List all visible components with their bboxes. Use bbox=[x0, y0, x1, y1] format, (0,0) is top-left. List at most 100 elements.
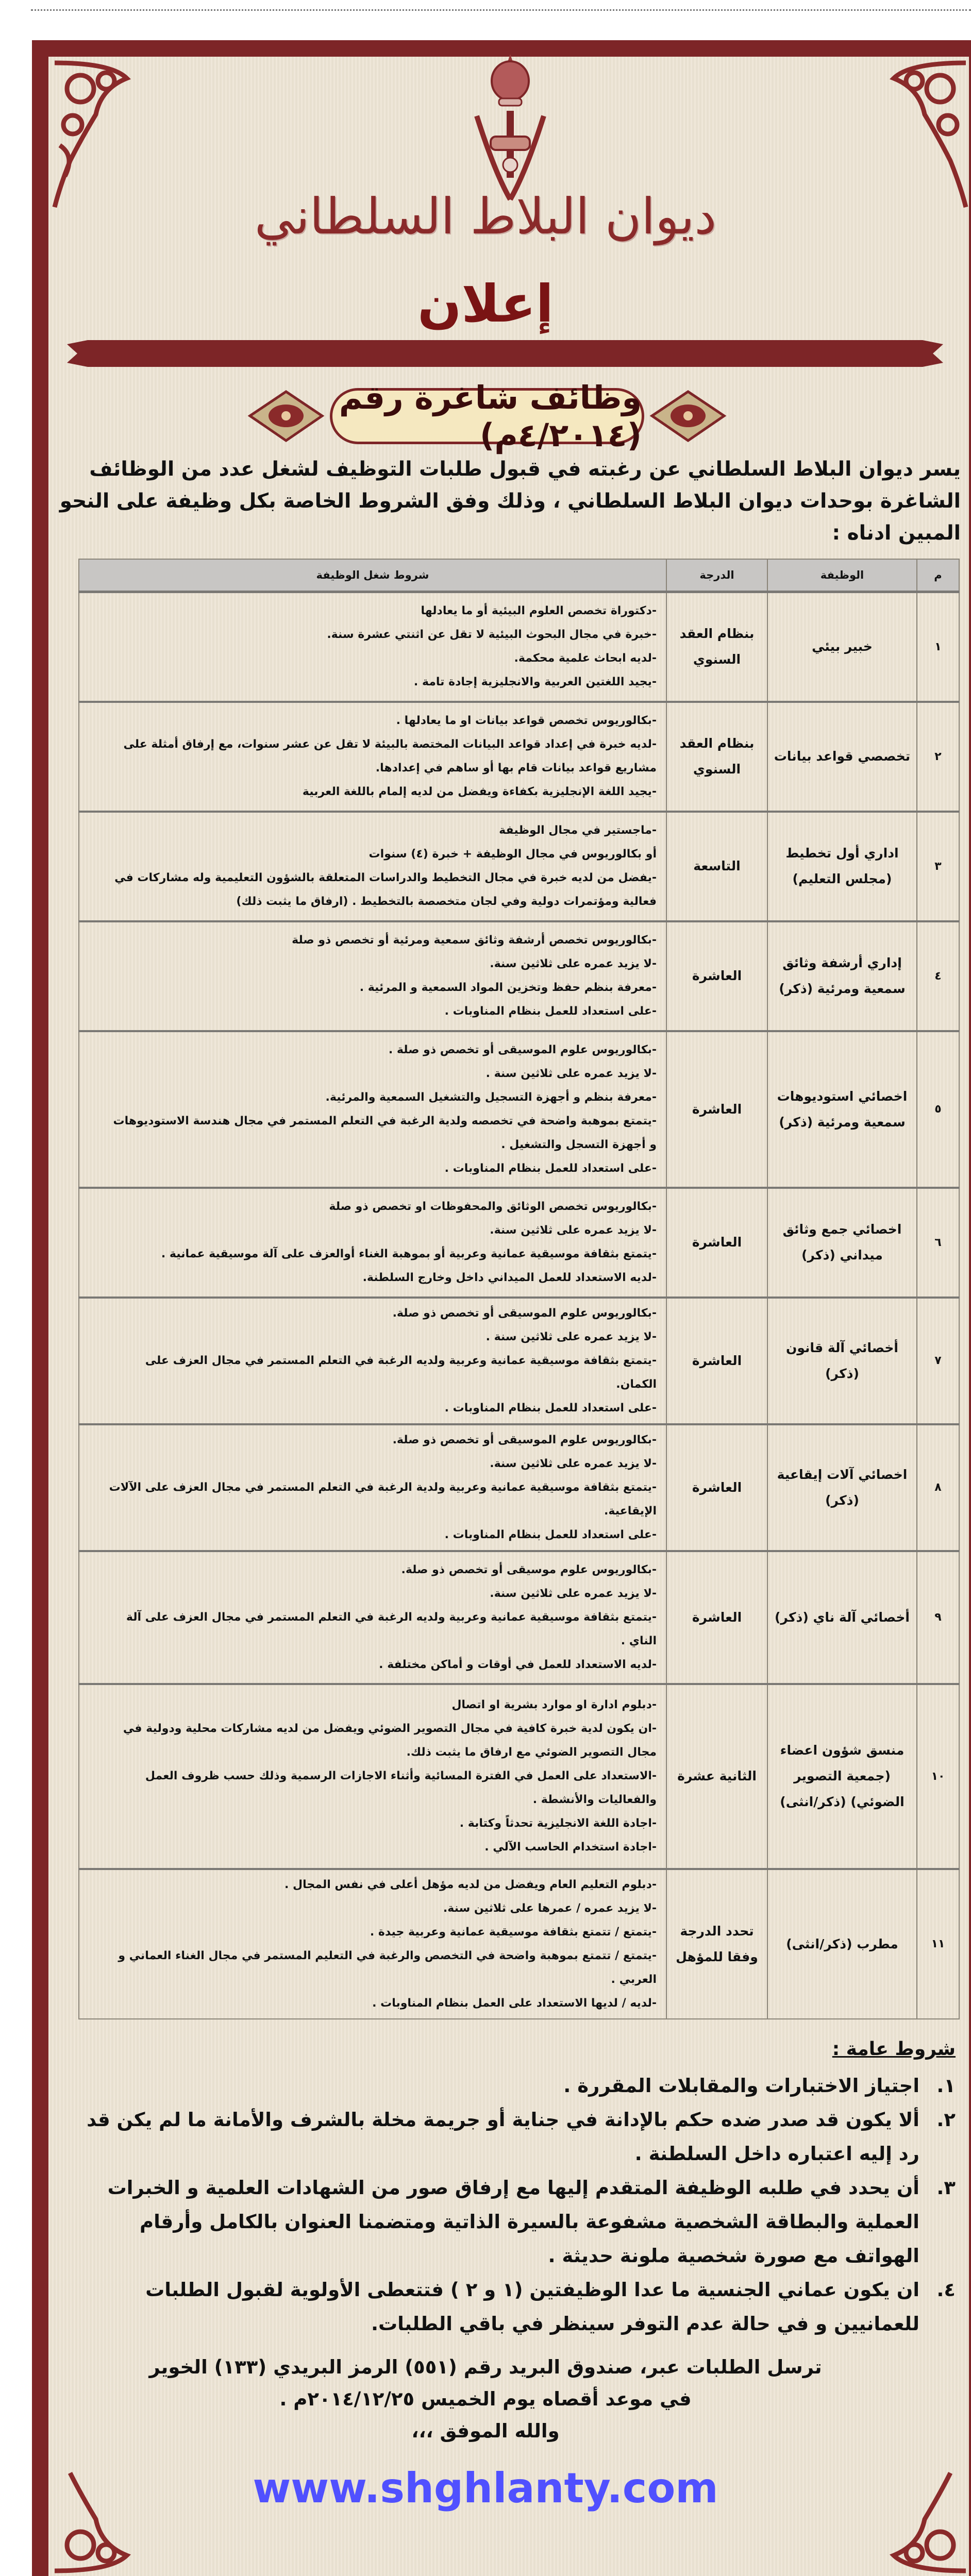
job-grade: العاشرة bbox=[666, 1423, 768, 1552]
job-title: منسق شؤون اعضاء (جمعية التصوير الضوئي) (… bbox=[767, 1682, 917, 1870]
row-number: ٣ bbox=[916, 810, 960, 922]
watermark: www.shghlanty.com bbox=[253, 2464, 718, 2512]
job-conditions: -بكالوريوس علوم الموسيقى أو تخصص ذو صلة … bbox=[78, 1030, 667, 1188]
condition-line: -بكالوريوس تخصص أرشفة وثائق سمعية ومرئية… bbox=[292, 934, 657, 947]
row-number: ٦ bbox=[916, 1186, 960, 1298]
general-conditions: شروط عامة : ١. اجتياز الاختبارات والمقابل… bbox=[67, 2035, 956, 2341]
submission-deadline: في موعد أقصاه يوم الخميس ٢٠١٤/١٢/٢٥م . bbox=[279, 2387, 692, 2410]
item-number: ١. bbox=[936, 2074, 956, 2097]
table-row: ٨ اخصائي آلات إيقاعية (ذكر) العاشرة -بكالور… bbox=[78, 1423, 960, 1552]
condition-line: -لا يزيد عمره / عمرها على ثلاثين سنة. bbox=[443, 1901, 657, 1915]
condition-line: -لا يزيد عمره على ثلاثين سنة. bbox=[490, 1587, 657, 1600]
table-row: ٥ اخصائي استوديوهات سمعية ومرئية (ذكر) الع… bbox=[78, 1030, 960, 1188]
row-number: ٧ bbox=[916, 1296, 960, 1425]
job-grade: العاشرة bbox=[666, 1186, 768, 1298]
job-grade: العاشرة bbox=[666, 920, 768, 1032]
table-row: ٦ اخصائي جمع وثائق ميداني (ذكر) العاشرة -بك… bbox=[78, 1186, 960, 1298]
job-conditions: -بكالوريوس تخصص الوثائق والمحفوظات او تخ… bbox=[78, 1186, 667, 1298]
row-number: ٩ bbox=[916, 1550, 960, 1685]
job-title: اخصائي استوديوهات سمعية ومرئية (ذكر) bbox=[767, 1030, 917, 1188]
condition-line: -على استعداد للعمل بنظام المناوبات . bbox=[444, 1005, 657, 1018]
job-conditions: -ماجستير في مجال الوظيفة أو بكالوريوس في … bbox=[78, 810, 667, 922]
ribbon-ornament-right bbox=[649, 390, 727, 443]
general-condition-item: ٣. أن يحدد في طلبه الوظيفة المتقدم إليها … bbox=[67, 2171, 956, 2273]
condition-line: -على استعداد للعمل بنظام المناوبات . bbox=[444, 1161, 657, 1175]
table-row: ١٠ منسق شؤون اعضاء (جمعية التصوير الضوئي)… bbox=[78, 1682, 960, 1870]
column-header-conditions: شروط شغل الوظيفة bbox=[78, 559, 667, 593]
item-number: ٤. bbox=[936, 2278, 956, 2301]
table-row: ٤ إداري أرشفة وثائق سمعية ومرئية (ذكر) الع… bbox=[78, 920, 960, 1032]
table-row: ١ خبير بيئي بنظام العقد السنوي -دكتوراة تخص… bbox=[78, 591, 960, 702]
job-title: أخصائي آلة قانون (ذكر) bbox=[767, 1296, 917, 1425]
general-condition-item: ٢. ألا يكون قد صدر ضده حكم بالإدانة في جن… bbox=[67, 2103, 956, 2171]
condition-line: -لا يزيد عمره على ثلاثين سنة . bbox=[486, 1067, 657, 1080]
job-conditions: -دبلوم ادارة او موارد بشرية او اتصال -ان … bbox=[78, 1682, 667, 1870]
job-grade: العاشرة bbox=[666, 1030, 768, 1188]
row-number: ٨ bbox=[916, 1423, 960, 1552]
condition-line: -لديه خبرة في إعداد قواعد البيانات المخت… bbox=[123, 738, 657, 775]
condition-line: -لا يزيد عمره على ثلاثين سنة. bbox=[490, 957, 657, 970]
condition-line: -معرفة بنظم و أجهزة التسجيل والتشغيل الس… bbox=[325, 1090, 657, 1104]
condition-line: -بكالوريوس علوم الموسيقى أو تخصص ذو صلة. bbox=[392, 1306, 657, 1320]
job-grade: العاشرة bbox=[666, 1296, 768, 1425]
job-title: اداري أول تخطيط (مجلس التعليم) bbox=[767, 810, 917, 922]
item-text: ألا يكون قد صدر ضده حكم بالإدانة في جناي… bbox=[87, 2108, 919, 2165]
condition-line: -ماجستير في مجال الوظيفة bbox=[499, 824, 657, 837]
condition-line: -يتمتع بموهبة واضحة في تخصصه ولدية الرغب… bbox=[113, 1114, 657, 1151]
job-conditions: -دكتوراة تخصص العلوم البيئية أو ما يعادل… bbox=[78, 591, 667, 702]
item-text: ان يكون عماني الجنسية ما عدا الوظيفتين (… bbox=[145, 2278, 919, 2335]
job-grade: بنظام العقد السنوي bbox=[666, 700, 768, 812]
job-grade: العاشرة bbox=[666, 1550, 768, 1685]
condition-line: -يتمتع بثقافة موسيقية عمانية وعربية ولدي… bbox=[109, 1480, 657, 1518]
job-title: اخصائي آلات إيقاعية (ذكر) bbox=[767, 1423, 917, 1552]
condition-line: -لا يزيد عمره على ثلاثين سنة. bbox=[490, 1224, 657, 1237]
decorative-banner bbox=[67, 340, 943, 367]
condition-line: -دكتوراة تخصص العلوم البيئية أو ما يعادل… bbox=[421, 604, 657, 618]
condition-line: أو بكالوريوس في مجال الوظيفة + خبرة (٤) … bbox=[369, 848, 657, 861]
item-number: ٢. bbox=[936, 2108, 956, 2131]
condition-line: -لا يزيد عمره على ثلاثين سنة. bbox=[490, 1457, 657, 1470]
job-conditions: -بكالوريوس علوم الموسيقى أو تخصص ذو صلة.… bbox=[78, 1423, 667, 1552]
item-number: ٣. bbox=[936, 2176, 956, 2199]
table-row: ٩ أخصائي آلة ناي (ذكر) العاشرة -بكالوريوس ع… bbox=[78, 1550, 960, 1685]
job-conditions: -بكالوريوس علوم موسيقى أو تخصص ذو صلة. -ل… bbox=[78, 1550, 667, 1685]
job-title: إداري أرشفة وثائق سمعية ومرئية (ذكر) bbox=[767, 920, 917, 1032]
condition-line: -بكالوريوس تخصص الوثائق والمحفوظات او تخ… bbox=[329, 1200, 657, 1213]
condition-line: -دبلوم ادارة او موارد بشرية او اتصال bbox=[451, 1698, 657, 1711]
condition-line: -يتمتع / تتمتع بثقافة موسيقية عمانية وعر… bbox=[370, 1925, 657, 1939]
condition-line: -بكالوريوس تخصص قواعد بيانات او ما يعادل… bbox=[396, 714, 657, 727]
column-header-job: الوظيفة bbox=[767, 559, 917, 593]
organization-name: ديوان البلاط السلطاني bbox=[254, 188, 717, 245]
closing-phrase: والله الموفق ،،، bbox=[411, 2419, 560, 2442]
item-text: أن يحدد في طلبه الوظيفة المتقدم إليها مع… bbox=[107, 2176, 919, 2267]
condition-line: -دبلوم التعليم العام ويفضل من لديه مؤهل … bbox=[284, 1878, 657, 1891]
general-conditions-title: شروط عامة : bbox=[832, 2038, 956, 2060]
column-header-grade: الدرجة bbox=[666, 559, 768, 593]
item-text: اجتياز الاختبارات والمقابلات المقررة . bbox=[563, 2074, 919, 2097]
job-title: اخصائي جمع وثائق ميداني (ذكر) bbox=[767, 1186, 917, 1298]
job-grade: الثانية عشرة bbox=[666, 1682, 768, 1870]
job-conditions: -بكالوريوس تخصص أرشفة وثائق سمعية ومرئية… bbox=[78, 920, 667, 1032]
row-number: ١٠ bbox=[916, 1682, 960, 1870]
intro-paragraph: يسر ديوان البلاط السلطاني عن رغبته في قب… bbox=[59, 458, 961, 545]
row-number: ٤ bbox=[916, 920, 960, 1032]
vacancy-title-ribbon: وظائف شاغرة رقم (٤/٢٠١٤م) bbox=[247, 379, 727, 454]
table-row: ١١ مطرب (ذكر/انثى) تحدد الدرجة وفقا للمؤهل… bbox=[78, 1867, 960, 2019]
condition-line: -لديه الاستعداد للعمل في أوقات و أماكن م… bbox=[379, 1658, 657, 1671]
condition-line: -يتمتع / تتمتع بموهبة واضحة في التخصص وا… bbox=[118, 1949, 657, 1986]
job-conditions: -بكالوريوس تخصص قواعد بيانات او ما يعادل… bbox=[78, 700, 667, 812]
table-row: ٢ تخصصي قواعد بيانات بنظام العقد السنوي -بك… bbox=[78, 700, 960, 812]
corner-ornament-top-left bbox=[52, 60, 131, 208]
condition-line: -يفضل من لديه خبرة في مجال التخطيط والدر… bbox=[114, 871, 657, 908]
row-number: ١١ bbox=[916, 1867, 960, 2019]
condition-line: -اجادة اللغة الانجليزية تحدثاً وكتابة . bbox=[459, 1817, 657, 1830]
condition-line: -لديه الاستعداد للعمل الميداني داخل وخار… bbox=[362, 1271, 657, 1284]
job-conditions: -بكالوريوس علوم الموسيقى أو تخصص ذو صلة.… bbox=[78, 1296, 667, 1425]
job-grade: بنظام العقد السنوي bbox=[666, 591, 768, 702]
condition-line: -يجيد اللغتين العربية والانجليزية إجادة … bbox=[413, 676, 657, 689]
general-condition-item: ٤. ان يكون عماني الجنسية ما عدا الوظيفتين… bbox=[67, 2273, 956, 2341]
job-title: مطرب (ذكر/انثى) bbox=[767, 1867, 917, 2019]
job-grade: تحدد الدرجة وفقا للمؤهل bbox=[666, 1867, 768, 2019]
job-title: تخصصي قواعد بيانات bbox=[767, 700, 917, 812]
